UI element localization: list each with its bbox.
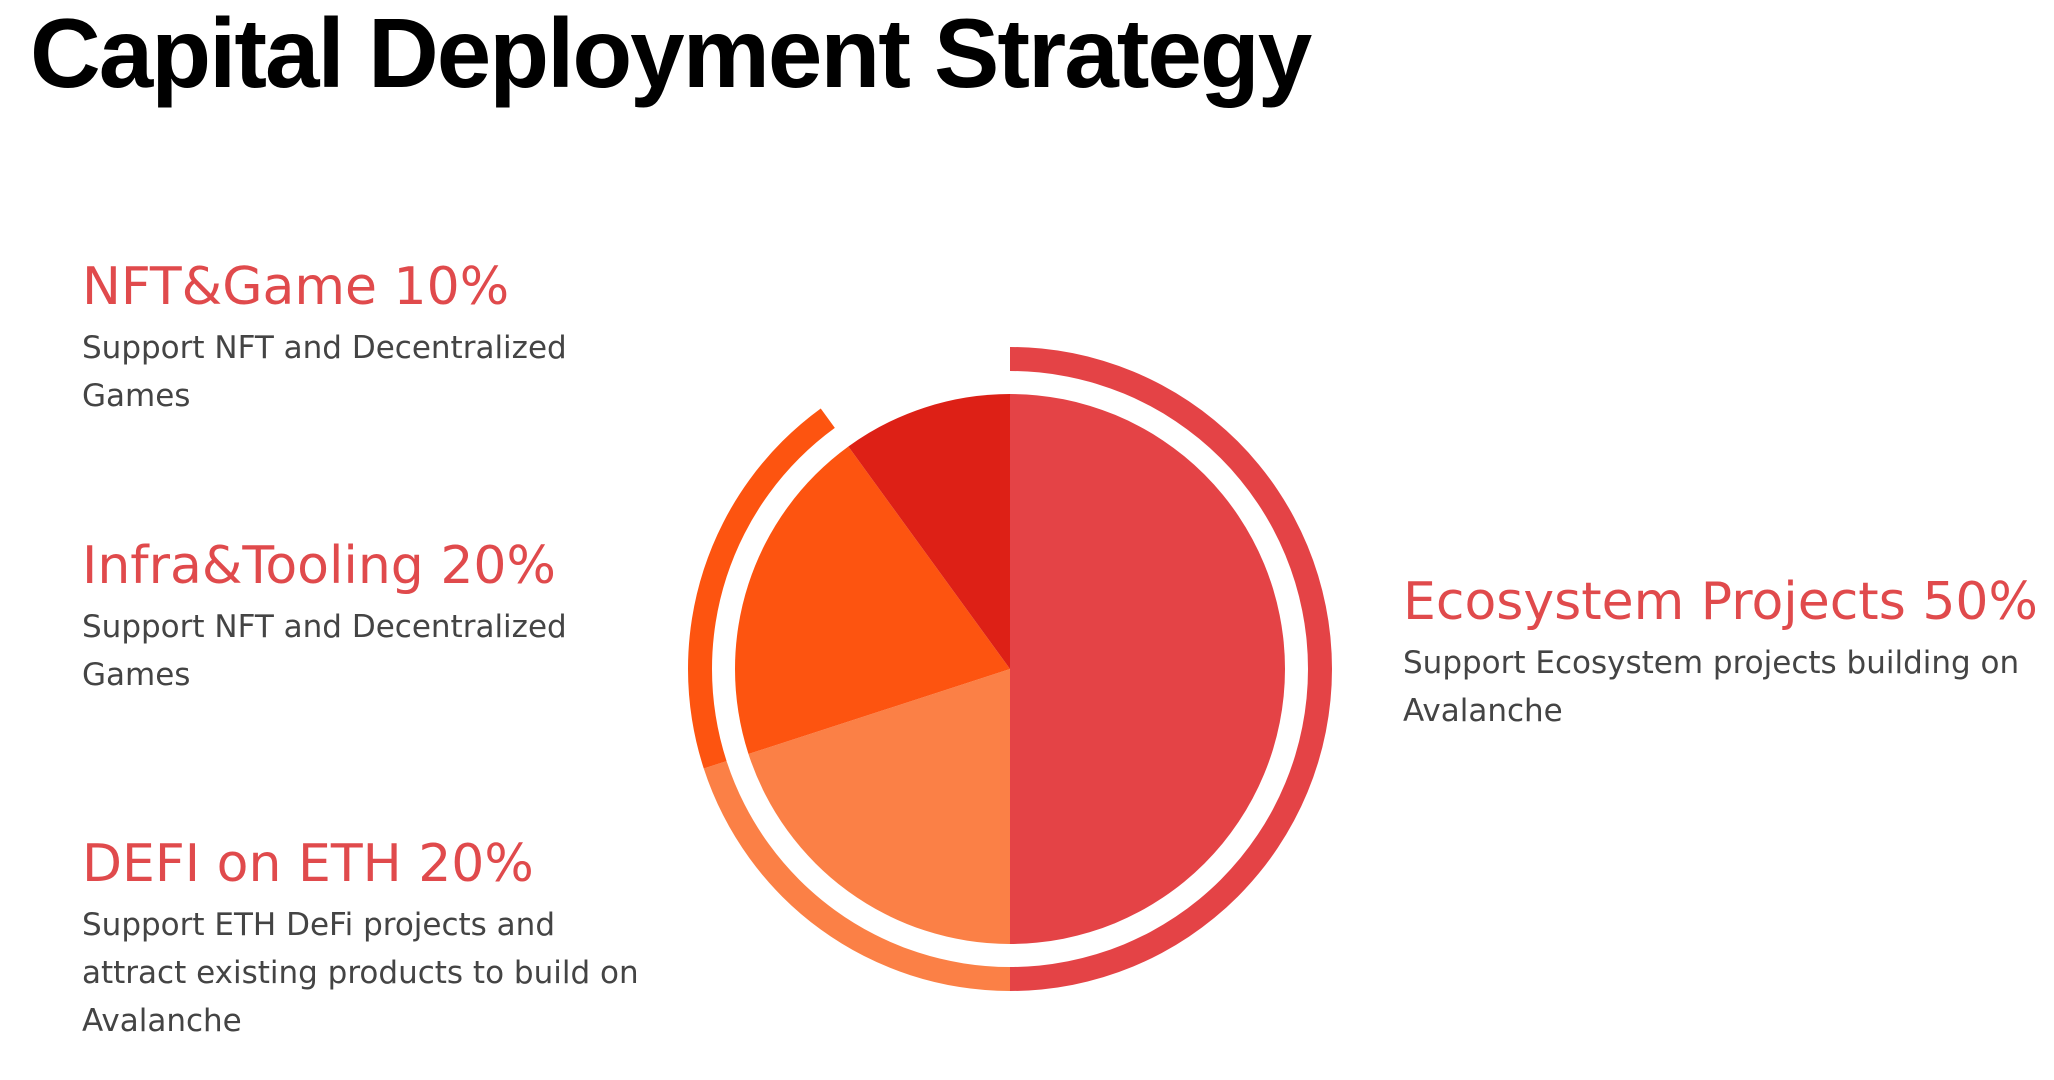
legend-title-ecosystem-projects: Ecosystem Projects 50% <box>1403 572 2038 632</box>
pie-slice-nft-game <box>848 394 1010 669</box>
pie-slice-ecosystem-projects <box>1010 394 1285 944</box>
ring-arc-infra-tooling <box>688 408 835 769</box>
pie-slice-infra-tooling <box>734 446 1010 754</box>
legend-item-nft-game: NFT&Game 10% Support NFT and Decentraliz… <box>82 257 602 420</box>
legend-item-defi-on-eth: DEFI on ETH 20% Support ETH DeFi project… <box>82 834 642 1045</box>
ring-arc-defi-on-eth <box>703 761 1010 991</box>
legend-desc-nft-game: Support NFT and Decentralized Games <box>82 329 567 414</box>
page-title: Capital Deployment Strategy <box>30 0 1312 108</box>
legend-desc-defi-on-eth: Support ETH DeFi projects and attract ex… <box>82 906 639 1039</box>
legend-title-defi-on-eth: DEFI on ETH 20% <box>82 834 534 894</box>
pie-slice-defi-on-eth <box>748 669 1010 944</box>
legend-item-ecosystem-projects: Ecosystem Projects 50% Support Ecosystem… <box>1403 572 2043 735</box>
legend-item-infra-tooling: Infra&Tooling 20% Support NFT and Decent… <box>82 536 602 699</box>
legend-desc-ecosystem-projects: Support Ecosystem projects building on A… <box>1403 644 2020 729</box>
legend-title-infra-tooling: Infra&Tooling 20% <box>82 536 556 596</box>
legend-desc-infra-tooling: Support NFT and Decentralized Games <box>82 608 567 693</box>
legend-title-nft-game: NFT&Game 10% <box>82 257 510 317</box>
